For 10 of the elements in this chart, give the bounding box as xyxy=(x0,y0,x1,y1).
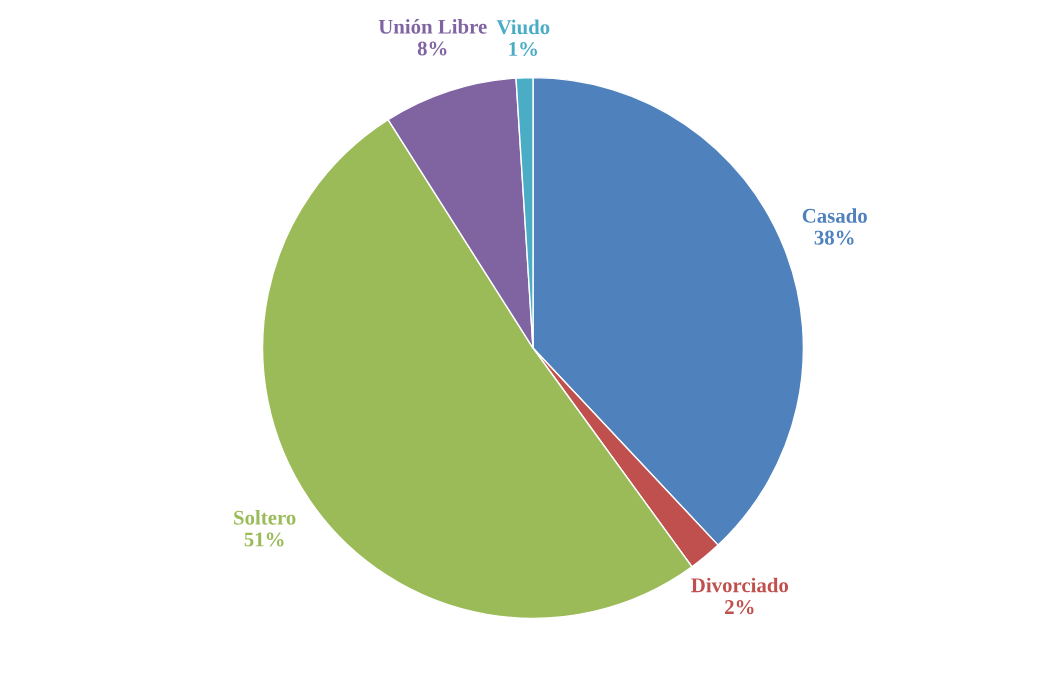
slice-label: Divorciado xyxy=(691,577,789,593)
data-label: 2% xyxy=(725,600,754,615)
data-label: 8% xyxy=(417,41,447,56)
data-label: 38% xyxy=(814,230,854,245)
slice-label: Viudo xyxy=(496,19,550,35)
slice-label: Casado xyxy=(802,208,867,223)
slice-label: Unión Libre xyxy=(378,19,487,34)
slice-label: Soltero xyxy=(234,510,296,525)
data-label: 1% xyxy=(509,41,537,57)
data-label: 51% xyxy=(244,532,284,547)
